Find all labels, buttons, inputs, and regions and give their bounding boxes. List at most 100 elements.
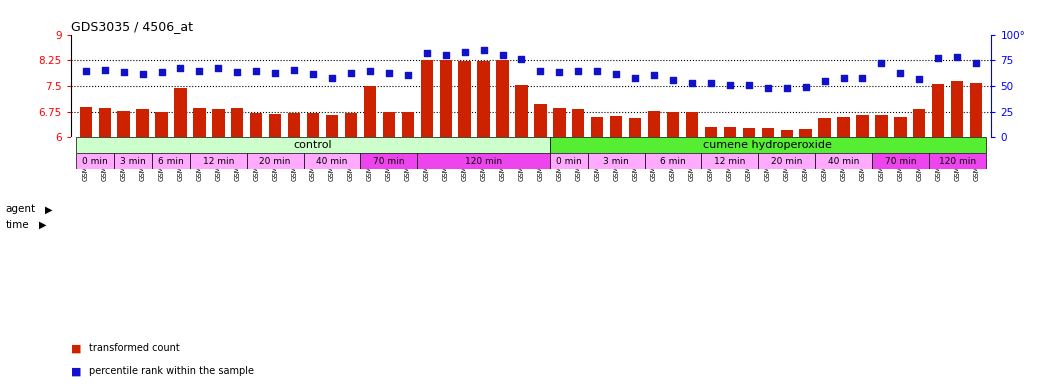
Point (684, 80, 701, 86)
Point (115, 68, 132, 74)
Point (930, 55, 947, 61)
Bar (76, 153, 114, 169)
Text: ▶: ▶ (39, 220, 47, 230)
Bar (553, 108, 566, 137)
Point (494, 52, 511, 58)
Bar (815, 153, 872, 169)
Bar (174, 88, 187, 137)
Point (97, 66, 113, 73)
Point (740, 82, 757, 88)
Text: agent: agent (5, 204, 35, 214)
Point (646, 71, 662, 78)
Point (210, 65, 226, 71)
Bar (117, 111, 130, 137)
Bar (420, 60, 433, 137)
Bar (439, 60, 452, 137)
Point (816, 78, 832, 84)
Text: 0 min: 0 min (556, 157, 581, 166)
Bar (496, 60, 509, 137)
Point (949, 54, 965, 60)
Bar (231, 108, 244, 137)
Text: 40 min: 40 min (828, 157, 859, 166)
Bar (648, 111, 660, 137)
Text: 40 min: 40 min (317, 157, 348, 166)
Bar (99, 108, 111, 137)
Point (381, 70, 398, 76)
Bar (250, 113, 263, 137)
Bar (572, 109, 584, 137)
Bar (550, 137, 986, 153)
Bar (288, 113, 300, 137)
Point (778, 85, 795, 91)
Text: 20 min: 20 min (771, 157, 802, 166)
Point (589, 68, 605, 74)
Text: 70 min: 70 min (884, 157, 917, 166)
Bar (799, 129, 812, 137)
Bar (345, 113, 357, 137)
Bar (307, 113, 320, 137)
Bar (535, 104, 547, 137)
Text: 70 min: 70 min (373, 157, 405, 166)
Bar (76, 137, 550, 153)
Bar (838, 117, 850, 137)
Bar (759, 153, 815, 169)
Bar (856, 115, 869, 137)
Bar (894, 117, 906, 137)
Text: ■: ■ (71, 366, 81, 376)
Text: time: time (5, 220, 29, 230)
Point (836, 74, 852, 81)
Point (967, 60, 984, 66)
Bar (152, 153, 190, 169)
Point (854, 74, 871, 81)
Point (229, 68, 246, 74)
Text: 3 min: 3 min (120, 157, 146, 166)
Bar (515, 85, 527, 137)
Text: 3 min: 3 min (603, 157, 629, 166)
Bar (686, 113, 699, 137)
Point (721, 82, 738, 88)
Bar (417, 153, 550, 169)
Bar (402, 113, 414, 137)
Bar (591, 117, 603, 137)
Bar (932, 84, 945, 137)
Text: percentile rank within the sample: percentile rank within the sample (89, 366, 254, 376)
Point (513, 56, 529, 62)
Bar (136, 109, 148, 137)
Bar (360, 153, 417, 169)
Text: control: control (294, 140, 332, 150)
Bar (247, 153, 303, 169)
Bar (156, 112, 168, 137)
Point (892, 70, 908, 76)
Text: 120 min: 120 min (465, 157, 502, 166)
Text: GDS3035 / 4506_at: GDS3035 / 4506_at (71, 20, 193, 33)
Point (172, 65, 189, 71)
Bar (269, 114, 281, 137)
Bar (629, 119, 641, 137)
Bar (969, 83, 982, 137)
Point (267, 70, 283, 76)
Bar (666, 113, 679, 137)
Point (400, 71, 416, 78)
Point (760, 85, 776, 91)
Point (570, 68, 586, 74)
Bar (872, 153, 929, 169)
Bar (114, 153, 152, 169)
Point (475, 47, 492, 53)
Point (361, 68, 378, 74)
Bar (610, 116, 623, 137)
Bar (550, 153, 588, 169)
Point (703, 80, 719, 86)
Bar (723, 127, 736, 137)
Bar (705, 127, 717, 137)
Bar (742, 128, 755, 137)
Bar (702, 153, 759, 169)
Text: 0 min: 0 min (82, 157, 108, 166)
Point (154, 68, 170, 74)
Point (343, 70, 359, 76)
Text: 12 min: 12 min (202, 157, 234, 166)
Bar (477, 61, 490, 137)
Point (457, 49, 473, 55)
Point (873, 60, 890, 66)
Bar (913, 109, 926, 137)
Text: ▶: ▶ (45, 204, 52, 214)
